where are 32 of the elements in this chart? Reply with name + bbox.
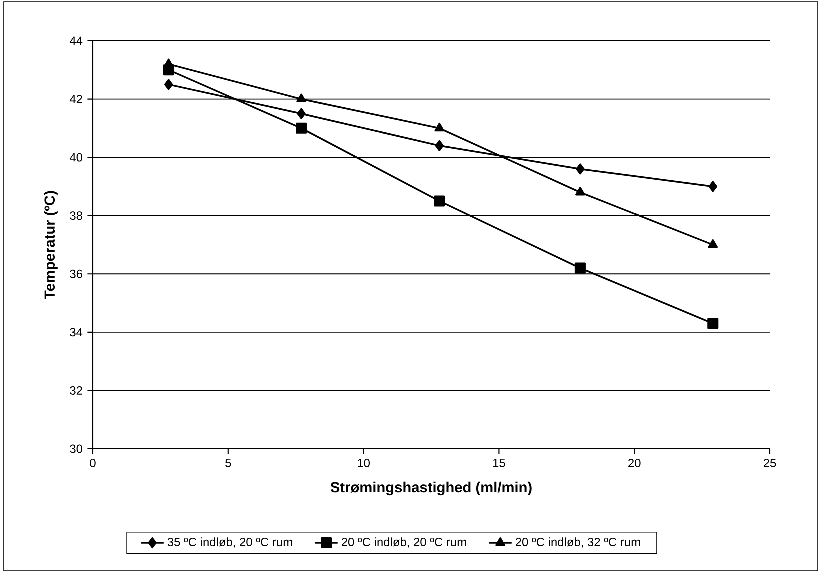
- y-tick-label: 36: [70, 270, 82, 278]
- x-tick-label: 0: [90, 459, 96, 468]
- x-axis-title: Strømingshastighed (ml/min): [330, 482, 532, 496]
- point: [434, 122, 445, 132]
- point: [435, 140, 444, 152]
- point: [708, 239, 718, 248]
- y-axis-title: Temperatur (ºC): [44, 191, 58, 300]
- x-tick-label: 25: [764, 459, 776, 468]
- y-tick-label: 32: [70, 386, 82, 395]
- point: [708, 181, 718, 192]
- point: [576, 164, 585, 175]
- y-tick-label: 38: [70, 212, 82, 220]
- legend-label: 35 ºC indløb, 20 ºC rum: [168, 538, 292, 548]
- x-tick-label: 5: [226, 459, 232, 468]
- point: [708, 318, 719, 330]
- x-tick-label: 15: [493, 459, 506, 468]
- point: [576, 187, 586, 196]
- y-tick-label: 34: [70, 328, 83, 337]
- point: [296, 94, 306, 102]
- point: [164, 79, 174, 90]
- y-tick-label: 30: [70, 444, 83, 454]
- y-tick-label: 44: [70, 36, 83, 46]
- legend-label: 20 ºC indløb, 20 ºC rum: [342, 538, 466, 548]
- y-tick-label: 42: [70, 95, 82, 104]
- y-tick-label: 40: [70, 153, 83, 162]
- point: [297, 108, 306, 120]
- legend-label: 20 ºC indløb, 32 ºC rum: [516, 538, 640, 548]
- x-tick-label: 20: [628, 459, 641, 468]
- x-tick-label: 10: [358, 459, 370, 468]
- point: [434, 196, 446, 207]
- point: [574, 262, 586, 274]
- point: [296, 122, 308, 134]
